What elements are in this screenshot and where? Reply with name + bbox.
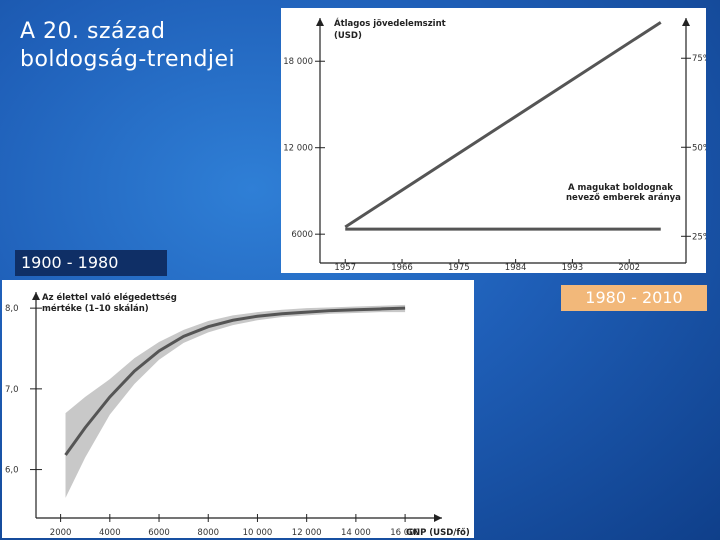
x-tick-label: 1975 bbox=[448, 263, 470, 273]
x-tick-label: 1993 bbox=[562, 263, 584, 273]
y-tick-label: 8,0 bbox=[5, 304, 19, 314]
y-tick-label: 6,0 bbox=[5, 466, 19, 476]
y-axis-label-line2: mértéke (1–10 skálán) bbox=[42, 303, 149, 314]
x-tick-label: 6000 bbox=[148, 528, 170, 538]
period-label-1900-1980: 1900 - 1980 bbox=[15, 250, 167, 276]
x-tick-label: 16 000 bbox=[390, 528, 420, 538]
x-tick-label: 2002 bbox=[618, 263, 640, 273]
x-tick-label: 14 000 bbox=[341, 528, 371, 538]
x-tick-label: 1966 bbox=[391, 263, 413, 273]
confidence-band bbox=[65, 304, 406, 498]
x-tick-label: 2000 bbox=[50, 528, 72, 538]
y2-tick-label: 50% bbox=[692, 143, 706, 153]
y-axis-label: Az élettel való elégedettség bbox=[42, 292, 177, 303]
gnp-satisfaction-chart-panel: 2000 4000 6000 8000 10 000 12 000 14 000 16 000… bbox=[2, 280, 474, 538]
y-tick-label: 6000 bbox=[291, 230, 313, 240]
y-tick-label: 12 000 bbox=[283, 144, 313, 154]
income-annotation-unit: (USD) bbox=[334, 31, 362, 41]
y-tick-label: 18 000 bbox=[283, 57, 313, 67]
gnp-satisfaction-chart: 2000 4000 6000 8000 10 000 12 000 14 000 16 000… bbox=[5, 292, 470, 538]
x-tick-label: 10 000 bbox=[243, 528, 273, 538]
x-tick-label: 4000 bbox=[99, 528, 121, 538]
income-happiness-chart-panel: 1957 1966 1975 1984 1993 2002 6000 12 000 18 000… bbox=[281, 8, 706, 273]
y-axis-arrow bbox=[32, 292, 40, 300]
y-axis-left-arrow bbox=[316, 18, 324, 26]
series-line-income bbox=[344, 21, 662, 229]
y-axis-right-arrow bbox=[682, 18, 690, 26]
x-axis-arrow bbox=[434, 514, 442, 522]
series-line-satisfaction bbox=[64, 306, 406, 456]
x-tick-label: 8000 bbox=[197, 528, 219, 538]
y2-tick-label: 75% bbox=[692, 54, 706, 64]
x-axis-label: GNP (USD/fő) bbox=[406, 528, 470, 538]
period-label-1980-2010: 1980 - 2010 bbox=[561, 285, 707, 311]
income-happiness-chart: 1957 1966 1975 1984 1993 2002 6000 12 000 18 000… bbox=[283, 17, 706, 273]
happy-annotation: A magukat boldognak bbox=[568, 183, 673, 193]
happy-annotation-line2: nevező emberek aránya bbox=[566, 193, 681, 203]
x-tick-label: 12 000 bbox=[292, 528, 322, 538]
income-annotation: Átlagos jövedelemszint bbox=[334, 17, 446, 29]
x-tick-label: 1957 bbox=[334, 263, 356, 273]
slide-title: A 20. század boldogság-trendjei bbox=[20, 19, 236, 72]
y-tick-label: 7,0 bbox=[5, 385, 19, 395]
y2-tick-label: 25% bbox=[692, 232, 706, 242]
x-tick-label: 1984 bbox=[505, 263, 527, 273]
